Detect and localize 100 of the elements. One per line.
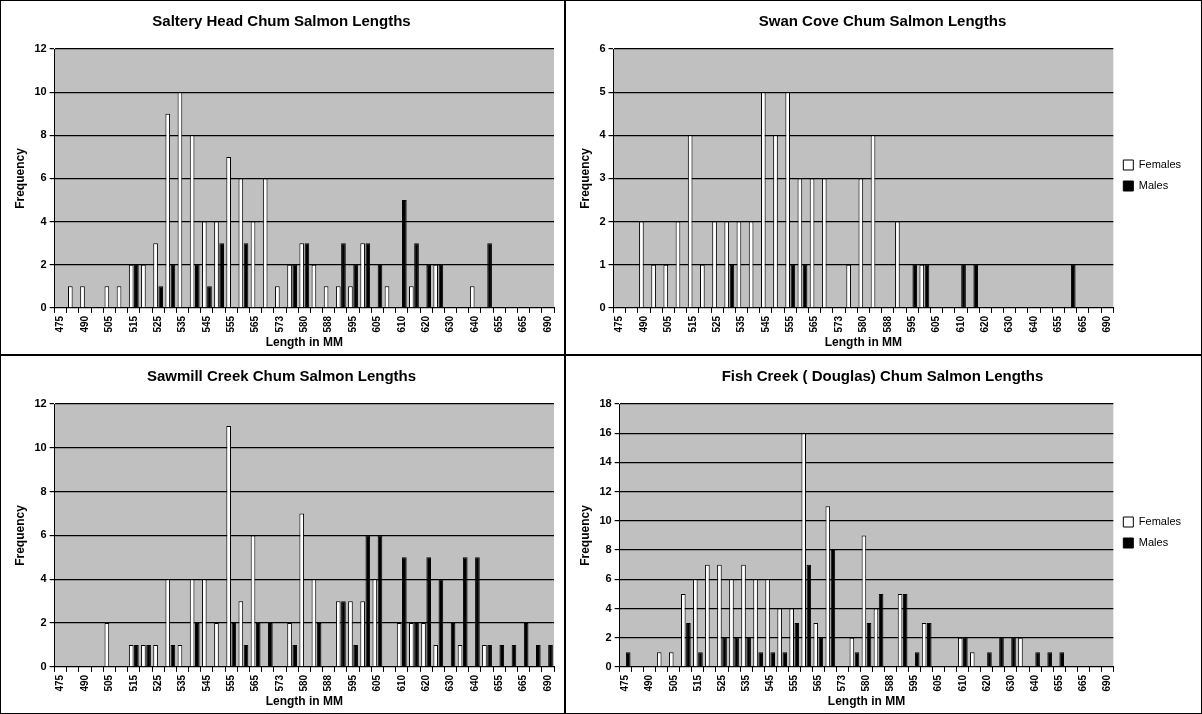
x-tick-label: 565 — [812, 674, 824, 692]
bar — [146, 645, 151, 667]
x-tick-label: 525 — [151, 315, 163, 333]
bar — [1059, 652, 1064, 667]
x-tick-label: 573 — [273, 674, 285, 692]
x-tick-label: 630 — [444, 674, 456, 692]
x-tick-label: 620 — [419, 674, 431, 692]
x-tick-label: 505 — [103, 315, 115, 333]
y-tick-label: 0 — [40, 659, 47, 672]
x-tick-label: 630 — [1004, 674, 1016, 692]
x-tick-label: 565 — [808, 315, 820, 333]
x-tick-label: 555 — [784, 315, 796, 333]
x-tick-label: 690 — [541, 674, 553, 692]
x-tick-label: 655 — [492, 315, 504, 333]
y-tick-label: 2 — [605, 630, 612, 643]
x-tick-label: 640 — [468, 315, 480, 333]
y-tick-label: 4 — [40, 572, 48, 585]
y-tick-label: 3 — [599, 171, 606, 184]
x-tick-label: 580 — [860, 674, 872, 692]
y-axis-title: Frequency — [12, 504, 27, 566]
x-tick-label: 580 — [857, 315, 869, 333]
y-tick-label: 4 — [599, 128, 607, 141]
bar — [770, 652, 776, 667]
y-tick-label: 2 — [40, 616, 47, 629]
x-tick-label: 475 — [613, 315, 625, 333]
x-tick-label: 620 — [979, 315, 991, 333]
legend-label: Males — [1138, 179, 1169, 192]
chart-title: Saltery Head Chum Salmon Lengths — [152, 12, 411, 30]
x-axis-title: Length in MM — [824, 335, 903, 350]
x-tick-label: 515 — [691, 674, 703, 692]
x-tick-label: 515 — [127, 315, 139, 333]
y-axis-title: Frequency — [577, 504, 592, 566]
x-tick-label: 490 — [78, 674, 90, 692]
x-tick-label: 545 — [759, 315, 771, 333]
x-tick-label: 525 — [710, 315, 722, 333]
x-tick-label: 595 — [905, 315, 917, 333]
x-axis-title: Length in MM — [265, 694, 343, 709]
legend-label: Females — [1138, 515, 1182, 528]
x-tick-label: 535 — [735, 315, 747, 333]
bar — [207, 286, 212, 308]
x-tick-label: 588 — [322, 315, 334, 333]
y-tick-label: 0 — [605, 659, 612, 672]
x-tick-label: 565 — [249, 315, 261, 333]
y-tick-label: 12 — [34, 397, 47, 410]
legend-label: Males — [1138, 536, 1169, 549]
x-tick-label: 535 — [739, 674, 751, 692]
y-tick-label: 6 — [40, 171, 47, 184]
bar — [292, 645, 298, 667]
legend-label: Females — [1138, 158, 1182, 171]
x-tick-label: 595 — [346, 674, 358, 692]
bar — [548, 645, 553, 667]
y-tick-label: 4 — [605, 601, 613, 614]
y-tick-label: 4 — [40, 214, 48, 227]
x-tick-label: 588 — [322, 674, 334, 692]
y-tick-label: 0 — [599, 300, 606, 313]
y-tick-label: 12 — [599, 484, 612, 497]
y-tick-label: 5 — [599, 85, 606, 98]
x-tick-label: 655 — [1052, 315, 1064, 333]
bar — [782, 652, 788, 667]
y-tick-label: 10 — [34, 85, 47, 98]
x-tick-label: 555 — [224, 315, 236, 333]
y-tick-label: 6 — [599, 42, 606, 55]
x-tick-label: 475 — [54, 674, 66, 692]
x-tick-label: 665 — [1076, 674, 1088, 692]
bar — [535, 645, 541, 667]
x-tick-label: 555 — [787, 674, 799, 692]
bar — [134, 645, 139, 667]
x-tick-label: 475 — [619, 674, 631, 692]
x-tick-label: 535 — [176, 674, 188, 692]
x-tick-label: 515 — [127, 674, 139, 692]
x-tick-label: 640 — [1028, 674, 1040, 692]
x-tick-label: 655 — [1052, 674, 1064, 692]
x-tick-label: 665 — [517, 674, 529, 692]
y-tick-label: 8 — [605, 543, 612, 556]
bar — [758, 652, 763, 667]
x-tick-label: 640 — [468, 674, 480, 692]
x-tick-label: 505 — [662, 315, 674, 333]
x-tick-label: 605 — [930, 315, 942, 333]
y-tick-label: 2 — [599, 214, 606, 227]
x-tick-label: 490 — [643, 674, 655, 692]
x-tick-label: 630 — [1003, 315, 1015, 333]
x-tick-label: 610 — [956, 674, 968, 692]
y-axis-title: Frequency — [577, 147, 592, 209]
x-tick-label: 505 — [667, 674, 679, 692]
bar — [499, 645, 505, 667]
y-tick-label: 0 — [40, 300, 47, 313]
x-tick-label: 555 — [224, 674, 236, 692]
x-tick-label: 605 — [932, 674, 944, 692]
bar — [698, 652, 703, 667]
x-tick-label: 565 — [249, 674, 261, 692]
x-tick-label: 690 — [1100, 315, 1112, 333]
x-tick-label: 535 — [176, 315, 188, 333]
bar — [1047, 652, 1052, 667]
bar — [158, 286, 164, 308]
x-tick-label: 525 — [151, 674, 163, 692]
y-tick-label: 14 — [599, 455, 613, 468]
x-tick-label: 573 — [836, 674, 848, 692]
bar — [1035, 652, 1040, 667]
x-tick-label: 515 — [686, 315, 698, 333]
y-tick-label: 1 — [599, 257, 606, 270]
